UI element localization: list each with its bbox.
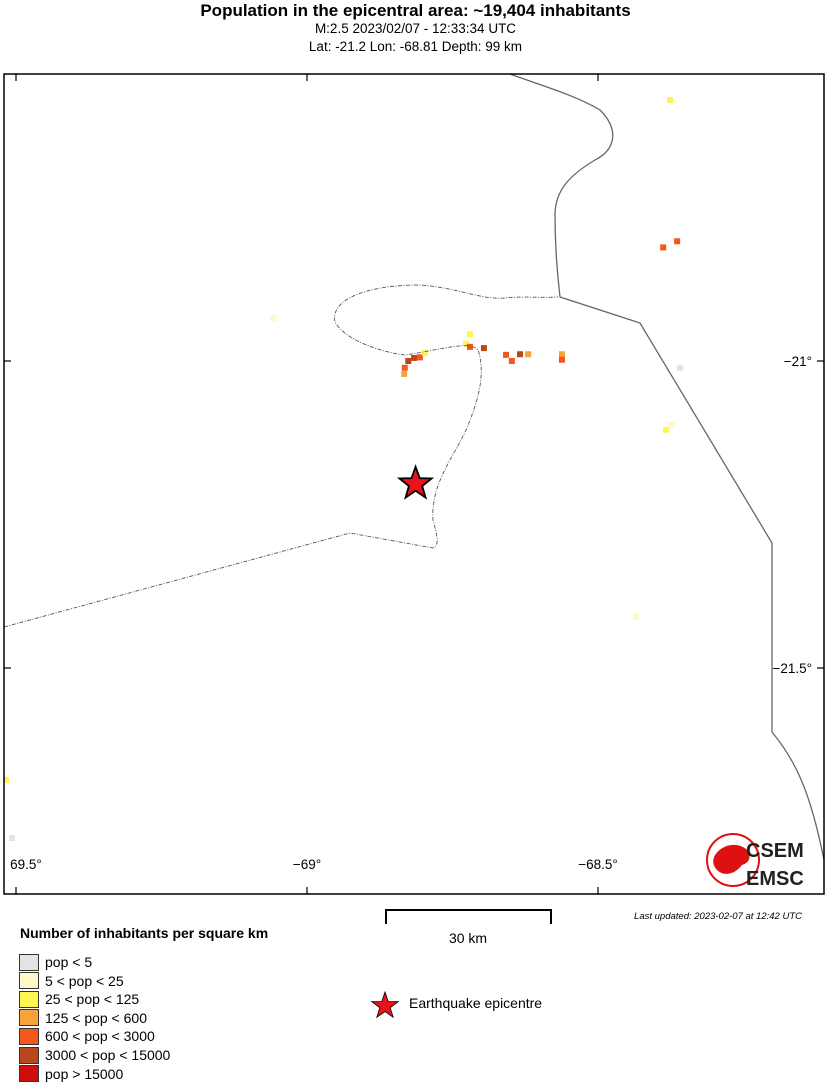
- population-cell: [270, 315, 277, 322]
- population-cell: [660, 244, 667, 251]
- legend-swatch: [19, 1046, 39, 1064]
- legend-swatch: [19, 1027, 39, 1045]
- population-cell: [558, 351, 565, 358]
- legend-label: 600 < pop < 3000: [45, 1028, 155, 1045]
- population-cell: [466, 343, 473, 350]
- tick-label: −68.5°: [578, 857, 618, 872]
- region-boundary: [3, 284, 559, 628]
- population-cell: [525, 351, 532, 358]
- tick-label: −21.5°: [772, 661, 812, 676]
- population-cell: [674, 238, 681, 245]
- epicentre-legend-star-icon: [370, 991, 400, 1019]
- legend-item: 125 < pop < 600: [19, 1009, 147, 1027]
- scale-label: 30 km: [448, 930, 488, 946]
- legend-item: pop > 15000: [19, 1065, 123, 1083]
- map[interactable]: 69.5° −69° −68.5° −21° −21.5° CSEM EMSC: [0, 0, 831, 900]
- population-cell: [405, 358, 412, 364]
- population-cell: [508, 358, 515, 364]
- legend-label: pop > 15000: [45, 1065, 124, 1082]
- legend-swatch: [19, 1009, 39, 1027]
- population-cell: [480, 345, 487, 352]
- border-line: [509, 73, 825, 861]
- population-cell: [411, 354, 418, 361]
- population-cell: [677, 364, 684, 371]
- last-updated: Last updated: 2023-02-07 at 12:42 UTC: [634, 911, 802, 922]
- legend-item: 25 < pop < 125: [19, 990, 139, 1008]
- population-cell: [663, 426, 670, 433]
- epicenter-star-icon: [396, 464, 435, 500]
- tick-label: −69°: [293, 857, 321, 872]
- population-cell: [462, 340, 469, 347]
- scale-bar: [385, 909, 552, 924]
- legend-swatch: [19, 953, 39, 971]
- svg-text:CSEM: CSEM: [746, 840, 804, 862]
- population-cell: [667, 97, 674, 104]
- population-cells: [3, 97, 684, 842]
- legend-swatch: [19, 1065, 39, 1083]
- population-cell: [466, 330, 473, 337]
- legend-item: 5 < pop < 25: [19, 972, 124, 990]
- epicentre-legend-label: Earthquake epicentre: [409, 995, 543, 1011]
- map-frame: [3, 73, 825, 895]
- legend-label: 5 < pop < 25: [45, 972, 124, 989]
- population-cell: [416, 354, 423, 361]
- legend-swatch: [19, 972, 39, 990]
- population-cell: [8, 835, 15, 842]
- page-title: Population in the epicentral area: ~19,4…: [200, 1, 631, 20]
- population-cell: [558, 356, 565, 363]
- population-cell: [668, 421, 675, 428]
- event-info: M:2.5 2023/02/07 - 12:33:34 UTC: [314, 21, 517, 36]
- population-cell: [401, 364, 408, 371]
- legend-item: 3000 < pop < 15000: [19, 1046, 170, 1064]
- legend-label: 3000 < pop < 15000: [45, 1047, 171, 1063]
- legend-label: 125 < pop < 600: [45, 1009, 147, 1026]
- legend-swatch: [19, 990, 39, 1008]
- legend-item: 600 < pop < 3000: [19, 1027, 155, 1045]
- legend-title: Number of inhabitants per square km: [20, 925, 269, 941]
- population-cell: [401, 370, 408, 377]
- location-info: Lat: -21.2 Lon: -68.81 Depth: 99 km: [308, 39, 523, 54]
- population-cell: [3, 776, 10, 783]
- legend-item: pop < 5: [19, 953, 92, 971]
- csem-emsc-logo: CSEM EMSC: [706, 833, 804, 890]
- population-cell: [632, 614, 639, 621]
- tick-label: 69.5°: [10, 857, 42, 872]
- tick-label: −21°: [784, 354, 812, 369]
- population-cell: [517, 351, 524, 358]
- legend-label: pop < 5: [45, 954, 93, 970]
- legend-label: 25 < pop < 125: [45, 991, 140, 1008]
- population-cell: [422, 350, 429, 357]
- population-cell: [503, 351, 510, 358]
- svg-text:EMSC: EMSC: [746, 868, 804, 890]
